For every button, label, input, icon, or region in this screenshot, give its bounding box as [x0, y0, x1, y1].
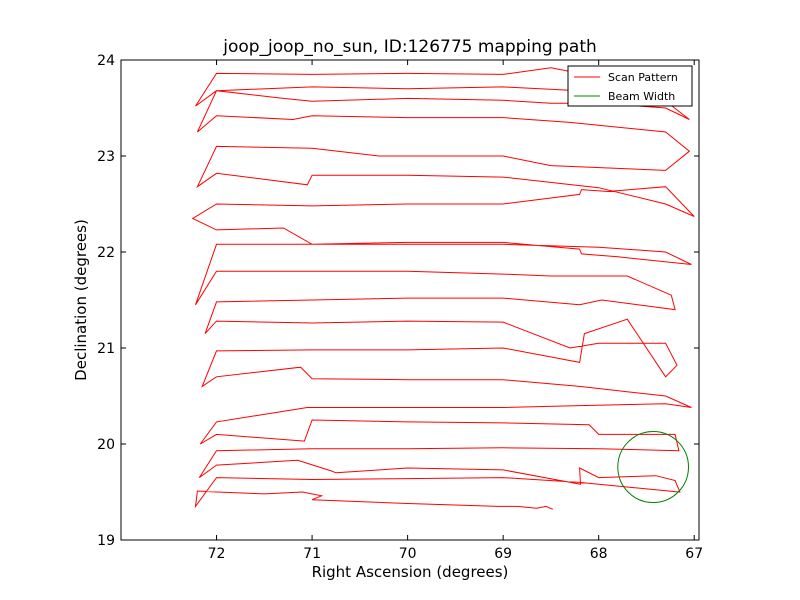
y-tick-label: 19 [97, 533, 115, 549]
axes-frame [120, 59, 700, 541]
legend-box [567, 65, 693, 107]
x-tick-label: 68 [590, 546, 608, 562]
y-tick-label: 21 [97, 341, 115, 357]
legend: Scan Pattern Beam Width [567, 65, 693, 107]
beam-width-circle [617, 431, 689, 504]
chart-title: joop_joop_no_sun, ID:126775 mapping path [222, 37, 597, 57]
y-tick-label: 20 [97, 437, 115, 453]
plot-content [191, 67, 695, 510]
x-axis: 72 71 70 69 68 67 [208, 60, 703, 562]
y-tick-label: 23 [97, 149, 115, 165]
x-tick-label: 69 [494, 546, 512, 562]
y-axis: 19 20 21 22 23 24 [97, 53, 699, 549]
legend-label-beam-width: Beam Width [608, 90, 675, 103]
y-tick-label: 24 [97, 53, 115, 69]
x-tick-label: 70 [399, 546, 417, 562]
y-axis-label: Declination (degrees) [72, 219, 90, 381]
scan-pattern-line [191, 67, 695, 510]
x-axis-label: Right Ascension (degrees) [312, 563, 509, 581]
x-tick-label: 67 [685, 546, 703, 562]
legend-label-scan-pattern: Scan Pattern [608, 71, 678, 84]
x-tick-label: 71 [303, 546, 321, 562]
x-tick-label: 72 [208, 546, 226, 562]
y-tick-label: 22 [97, 245, 115, 261]
